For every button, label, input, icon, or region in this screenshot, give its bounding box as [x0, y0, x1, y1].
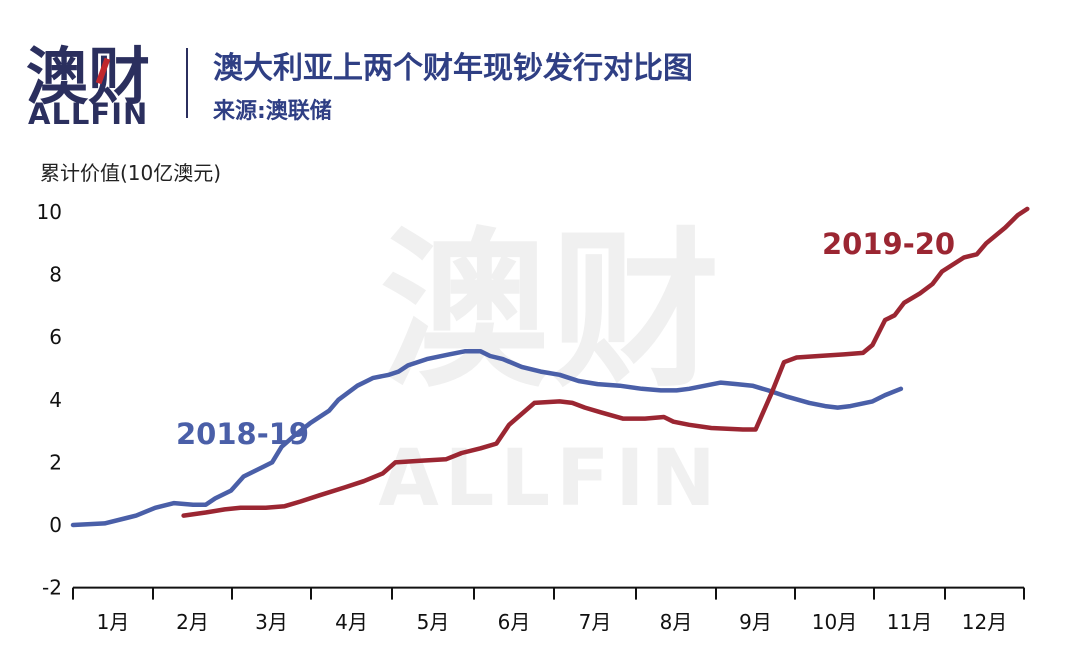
- x-tick-label: 9月: [739, 610, 772, 634]
- x-tick-labels: 1月 2月 3月 4月 5月 6月 7月 8月 9月 10月 11月 12月: [97, 610, 1008, 634]
- x-tick-label: 4月: [335, 610, 368, 634]
- y-tick-label: 2: [49, 450, 62, 474]
- logo-en: ALLFIN: [28, 97, 148, 131]
- y-tick-label: 8: [49, 263, 62, 287]
- x-tick-label: 10月: [812, 610, 857, 634]
- logo-accent: [95, 57, 111, 85]
- x-tick-label: 7月: [579, 610, 612, 634]
- y-tick-label: 4: [49, 388, 62, 412]
- y-tick-label: -2: [42, 576, 62, 600]
- y-tick-label: 10: [37, 200, 62, 224]
- logo-cn: 澳财: [26, 40, 150, 113]
- watermark-en: ALLFIN: [378, 434, 721, 524]
- watermark-cn: 澳财: [380, 213, 720, 411]
- series-line-2019-20: [181, 206, 1030, 518]
- y-tick-labels: 10 8 6 4 2 0 -2: [37, 200, 62, 600]
- y-axis-label: 累计价值(10亿澳元): [40, 161, 221, 185]
- series-line-2018-19: [70, 349, 904, 528]
- source-note: 来源:澳联储: [212, 98, 332, 124]
- x-tick-label: 5月: [417, 610, 450, 634]
- y-tick-label: 6: [49, 325, 62, 349]
- series-label-2018-19: 2018-19: [176, 417, 309, 451]
- series-label-2019-20: 2019-20: [822, 227, 955, 261]
- x-tick-label: 12月: [962, 610, 1007, 634]
- series-lines: [70, 206, 1030, 528]
- header: 澳财 ALLFIN 澳大利亚上两个财年现钞发行对比图 来源:澳联储: [26, 40, 693, 131]
- x-tick-label: 8月: [660, 610, 693, 634]
- watermark: 澳财 ALLFIN: [378, 213, 721, 524]
- page-title: 澳大利亚上两个财年现钞发行对比图: [213, 51, 693, 86]
- y-tick-label: 0: [49, 513, 62, 537]
- x-tick-label: 6月: [498, 610, 531, 634]
- x-tick-label: 3月: [255, 610, 288, 634]
- axes: [72, 586, 1025, 600]
- x-tick-label: 1月: [97, 610, 130, 634]
- x-tick-label: 11月: [887, 610, 932, 634]
- x-tick-label: 2月: [176, 610, 209, 634]
